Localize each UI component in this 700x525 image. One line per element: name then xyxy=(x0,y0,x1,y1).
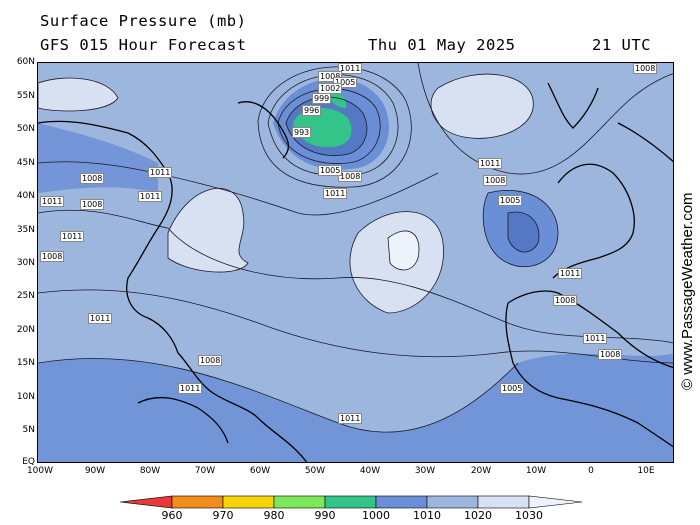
pressure-map: 1011 1008 1005 1002 999 996 993 1011 100… xyxy=(37,62,674,463)
lon-label: 30W xyxy=(414,466,436,476)
isobar-label: 1005 xyxy=(333,77,358,88)
colorbar-segment xyxy=(171,495,224,509)
lat-label: 5N xyxy=(22,425,35,435)
colorbar-label: 990 xyxy=(314,509,336,522)
isobar-label: 1008 xyxy=(553,295,578,306)
lon-label: 10W xyxy=(525,466,547,476)
isobar-label: 1005 xyxy=(318,165,343,176)
isobar-label: 1011 xyxy=(338,413,363,424)
lat-label: 55N xyxy=(16,91,35,101)
isobar-label: 1011 xyxy=(40,196,65,207)
lat-label: 35N xyxy=(16,225,35,235)
lon-label: 100W xyxy=(26,466,54,476)
lat-label: 30N xyxy=(16,258,35,268)
isobar-label: 1008 xyxy=(198,355,223,366)
isobar-label: 1008 xyxy=(598,349,623,360)
isobar-label: 1008 xyxy=(338,171,363,182)
svg-text:© www.PassageWeather.com: © www.PassageWeather.com xyxy=(679,192,696,390)
lon-label: 10E xyxy=(637,466,655,476)
lon-label: 50W xyxy=(304,466,326,476)
lon-label: 80W xyxy=(139,466,161,476)
model-forecast-label: GFS 015 Hour Forecast xyxy=(40,36,247,54)
forecast-date: Thu 01 May 2025 xyxy=(368,36,516,54)
lat-label: 20N xyxy=(16,325,35,335)
forecast-time: 21 UTC xyxy=(592,36,651,54)
isobar-label: 1008 xyxy=(40,251,65,262)
isobar-label: 1008 xyxy=(318,71,343,82)
map-title: Surface Pressure (mb) xyxy=(40,12,247,30)
colorbar-label: 1000 xyxy=(362,509,390,522)
lat-label: 60N xyxy=(16,57,35,67)
site-credit: © www.PassageWeather.com xyxy=(679,192,696,390)
colorbar-low-arrow xyxy=(120,495,173,509)
colorbar-segment xyxy=(324,495,377,509)
colorbar-segment xyxy=(222,495,275,509)
isobar-label: 1011 xyxy=(478,158,503,169)
isobar-label: 1008 xyxy=(80,199,105,210)
isobar-label: 1011 xyxy=(138,191,163,202)
colorbar-segment xyxy=(477,495,530,509)
colorbar-label: 1010 xyxy=(413,509,441,522)
lat-label: 15N xyxy=(16,358,35,368)
lat-label: 25N xyxy=(16,291,35,301)
isobar-label: 1011 xyxy=(148,167,173,178)
colorbar-label: 1020 xyxy=(464,509,492,522)
colorbar-label: 1030 xyxy=(515,509,543,522)
isobar-label: 1011 xyxy=(88,313,113,324)
colorbar-segment xyxy=(273,495,326,509)
colorbar-high-arrow xyxy=(528,495,582,509)
lat-label: 40N xyxy=(16,191,35,201)
isobar-label: 996 xyxy=(302,105,322,116)
lon-label: 0 xyxy=(588,466,594,476)
isobar-label: 1011 xyxy=(60,231,85,242)
lat-label: 45N xyxy=(16,158,35,168)
lat-label: 50N xyxy=(16,124,35,134)
pressure-field xyxy=(38,63,673,462)
lat-label: EQ xyxy=(22,457,35,467)
isobar-label: 1011 xyxy=(178,383,203,394)
isobar-label: 1008 xyxy=(633,63,658,74)
isobar-label: 1008 xyxy=(80,173,105,184)
isobar-label: 1005 xyxy=(500,383,525,394)
colorbar-segment xyxy=(375,495,428,509)
isobar-label: 1008 xyxy=(483,175,508,186)
pressure-colorbar xyxy=(120,495,582,509)
colorbar-label: 960 xyxy=(161,509,183,522)
lat-label: 10N xyxy=(16,392,35,402)
isobar-label: 1005 xyxy=(498,195,523,206)
isobar-label: 1011 xyxy=(583,333,608,344)
isobar-label: 993 xyxy=(292,127,312,138)
colorbar-label: 970 xyxy=(212,509,234,522)
lon-label: 60W xyxy=(249,466,271,476)
isobar-label: 999 xyxy=(312,93,332,104)
lon-label: 40W xyxy=(359,466,381,476)
lon-label: 90W xyxy=(84,466,106,476)
isobar-label: 1011 xyxy=(558,268,583,279)
isobar-label: 1011 xyxy=(323,188,348,199)
colorbar-label: 980 xyxy=(263,509,285,522)
lon-label: 70W xyxy=(194,466,216,476)
colorbar-segment xyxy=(426,495,479,509)
lon-label: 20W xyxy=(470,466,492,476)
isobar-label: 1011 xyxy=(338,63,363,74)
